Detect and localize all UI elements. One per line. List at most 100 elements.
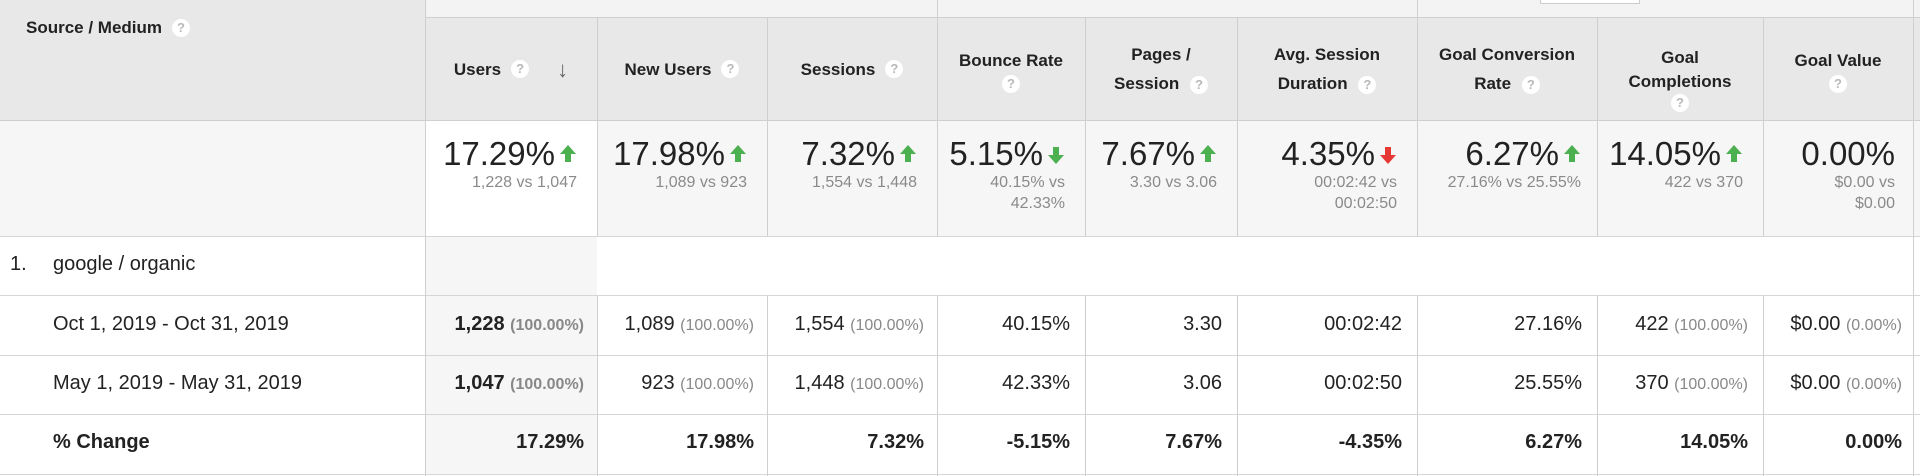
summary-change: 6.27% [1465, 135, 1559, 172]
col-header-goal-completions-line1: Goal [1661, 48, 1699, 67]
table-cell: 17.29% [516, 431, 584, 453]
col-header-goal-conversion-rate-line2: Rate [1474, 74, 1512, 93]
col-header-avg-session-duration[interactable]: Avg. Session Duration ? [1237, 18, 1417, 120]
table-cell: 27.16% [1514, 313, 1582, 335]
table-cell: 1,228 (100.00%) [454, 313, 584, 335]
summary-users-highlight [425, 120, 597, 236]
summary-compare: 1,228 vs 1,047 [472, 174, 577, 191]
summary-change: 17.98% [613, 135, 725, 172]
table-cell: 1,047 (100.00%) [454, 372, 584, 394]
summary-change: 4.35% [1281, 135, 1375, 172]
grid-line [0, 295, 1920, 296]
grid-line [767, 296, 768, 476]
summary-change: 14.05% [1609, 135, 1721, 172]
summary-avg-session-duration: 4.35% 00:02:42 vs 00:02:50 [1237, 120, 1417, 236]
table-cell: 370 (100.00%) [1635, 372, 1748, 394]
table-cell: 1,554 (100.00%) [794, 313, 924, 335]
summary-change: 0.00% [1801, 135, 1895, 172]
summary-compare: 1,089 vs 923 [655, 174, 747, 191]
col-header-goal-conversion-rate[interactable]: Goal Conversion Rate ? [1417, 18, 1597, 120]
row1-users-shade [425, 296, 597, 355]
summary-compare: 3.30 vs 3.06 [1129, 174, 1217, 191]
summary-compare-line1: $0.00 vs [1834, 174, 1895, 191]
summary-users: 17.29% 1,228 vs 1,047 [425, 120, 597, 236]
grid-line [0, 355, 1920, 356]
help-icon[interactable]: ? [885, 60, 904, 78]
col-header-bounce-rate-label: Bounce Rate [959, 50, 1063, 70]
col-header-pages-session-line2: Session [1114, 74, 1180, 93]
summary-new-users: 17.98% 1,089 vs 923 [597, 120, 767, 236]
sort-arrow-down-icon[interactable]: ↓ [557, 56, 569, 82]
col-header-bounce-rate[interactable]: Bounce Rate ? [937, 18, 1085, 120]
grid-line [1237, 18, 1238, 236]
summary-change: 7.67% [1101, 135, 1195, 172]
summary-compare: 1,554 vs 1,448 [812, 174, 917, 191]
col-header-pages-session-line1: Pages / [1131, 45, 1191, 64]
col-header-goal-completions[interactable]: Goal Completions ? [1597, 28, 1763, 130]
col-header-new-users[interactable]: New Users ? [597, 18, 767, 120]
grid-line [425, 0, 426, 476]
summary-row-background [0, 120, 1920, 236]
table-cell: 1,089 (100.00%) [624, 313, 754, 335]
help-icon[interactable]: ? [511, 60, 530, 78]
col-header-new-users-label: New Users [624, 59, 712, 79]
help-icon[interactable]: ? [1671, 94, 1689, 112]
summary-compare-line2: 42.33% [1010, 195, 1065, 212]
summary-change: 7.32% [801, 135, 895, 172]
grid-line [937, 296, 938, 476]
group-row-index: 1. [10, 253, 27, 275]
grid-line [597, 18, 598, 236]
change-row-users-shade [425, 415, 597, 474]
row2-users-shade [425, 355, 597, 414]
table-cell: 0.00% [1845, 431, 1902, 453]
table-cell: 25.55% [1514, 372, 1582, 394]
grid-line [0, 120, 1920, 121]
help-icon[interactable]: ? [1829, 74, 1847, 93]
col-header-goal-value[interactable]: Goal Value ? [1763, 18, 1913, 120]
group-row-users-shade [425, 236, 597, 295]
grid-line [1913, 0, 1914, 476]
col-header-goal-value-label: Goal Value [1794, 50, 1882, 70]
help-icon[interactable]: ? [1521, 75, 1540, 94]
grid-line [1417, 0, 1418, 236]
arrow-up-icon [559, 145, 577, 167]
summary-compare-line1: 00:02:42 vs [1314, 174, 1397, 191]
table-cell: -4.35% [1338, 431, 1402, 453]
summary-pages-session: 7.67% 3.30 vs 3.06 [1085, 120, 1237, 236]
group-row-link[interactable]: google / organic [53, 253, 196, 275]
grid-line [0, 236, 1920, 237]
col-header-users[interactable]: Users ? ↓ [425, 18, 597, 120]
table-cell: 923 (100.00%) [641, 372, 754, 394]
summary-compare-line1: 40.15% vs [990, 174, 1065, 191]
arrow-up-icon [729, 145, 747, 167]
header-tab-fragment [1540, 0, 1640, 4]
grid-line [1597, 18, 1598, 236]
col-header-avg-session-duration-line2: Duration [1277, 74, 1348, 93]
col-header-sessions[interactable]: Sessions ? [767, 18, 937, 120]
table-cell: $0.00 (0.00%) [1790, 372, 1902, 394]
arrow-up-icon [1725, 145, 1743, 167]
help-icon[interactable]: ? [1358, 75, 1377, 94]
dimension-header[interactable]: Source / Medium ? [26, 16, 191, 40]
grid-line [1763, 18, 1764, 236]
col-header-goal-completions-line2: Completions [1628, 72, 1732, 91]
dimension-header-label: Source / Medium [26, 18, 163, 37]
help-icon[interactable]: ? [721, 60, 740, 78]
table-cell: 422 (100.00%) [1635, 313, 1748, 335]
help-icon[interactable]: ? [1002, 74, 1020, 93]
grid-line [1597, 296, 1598, 476]
date-range-row-label: May 1, 2019 - May 31, 2019 [53, 372, 303, 394]
grid-line [1085, 296, 1086, 476]
summary-compare: 27.16% vs 25.55% [1447, 174, 1581, 191]
grid-line [1763, 296, 1764, 476]
arrow-down-icon [1047, 145, 1065, 167]
col-header-pages-session[interactable]: Pages / Session ? [1085, 18, 1237, 120]
table-cell: 7.32% [867, 431, 924, 453]
col-header-goal-conversion-rate-line1: Goal Conversion [1438, 45, 1576, 64]
grid-line [1417, 296, 1418, 476]
table-cell: 1,448 (100.00%) [794, 372, 924, 394]
help-icon[interactable]: ? [1189, 75, 1208, 94]
summary-compare-line2: 00:02:50 [1334, 195, 1397, 212]
help-icon[interactable]: ? [172, 19, 191, 37]
summary-compare-line2: $0.00 [1854, 195, 1895, 212]
